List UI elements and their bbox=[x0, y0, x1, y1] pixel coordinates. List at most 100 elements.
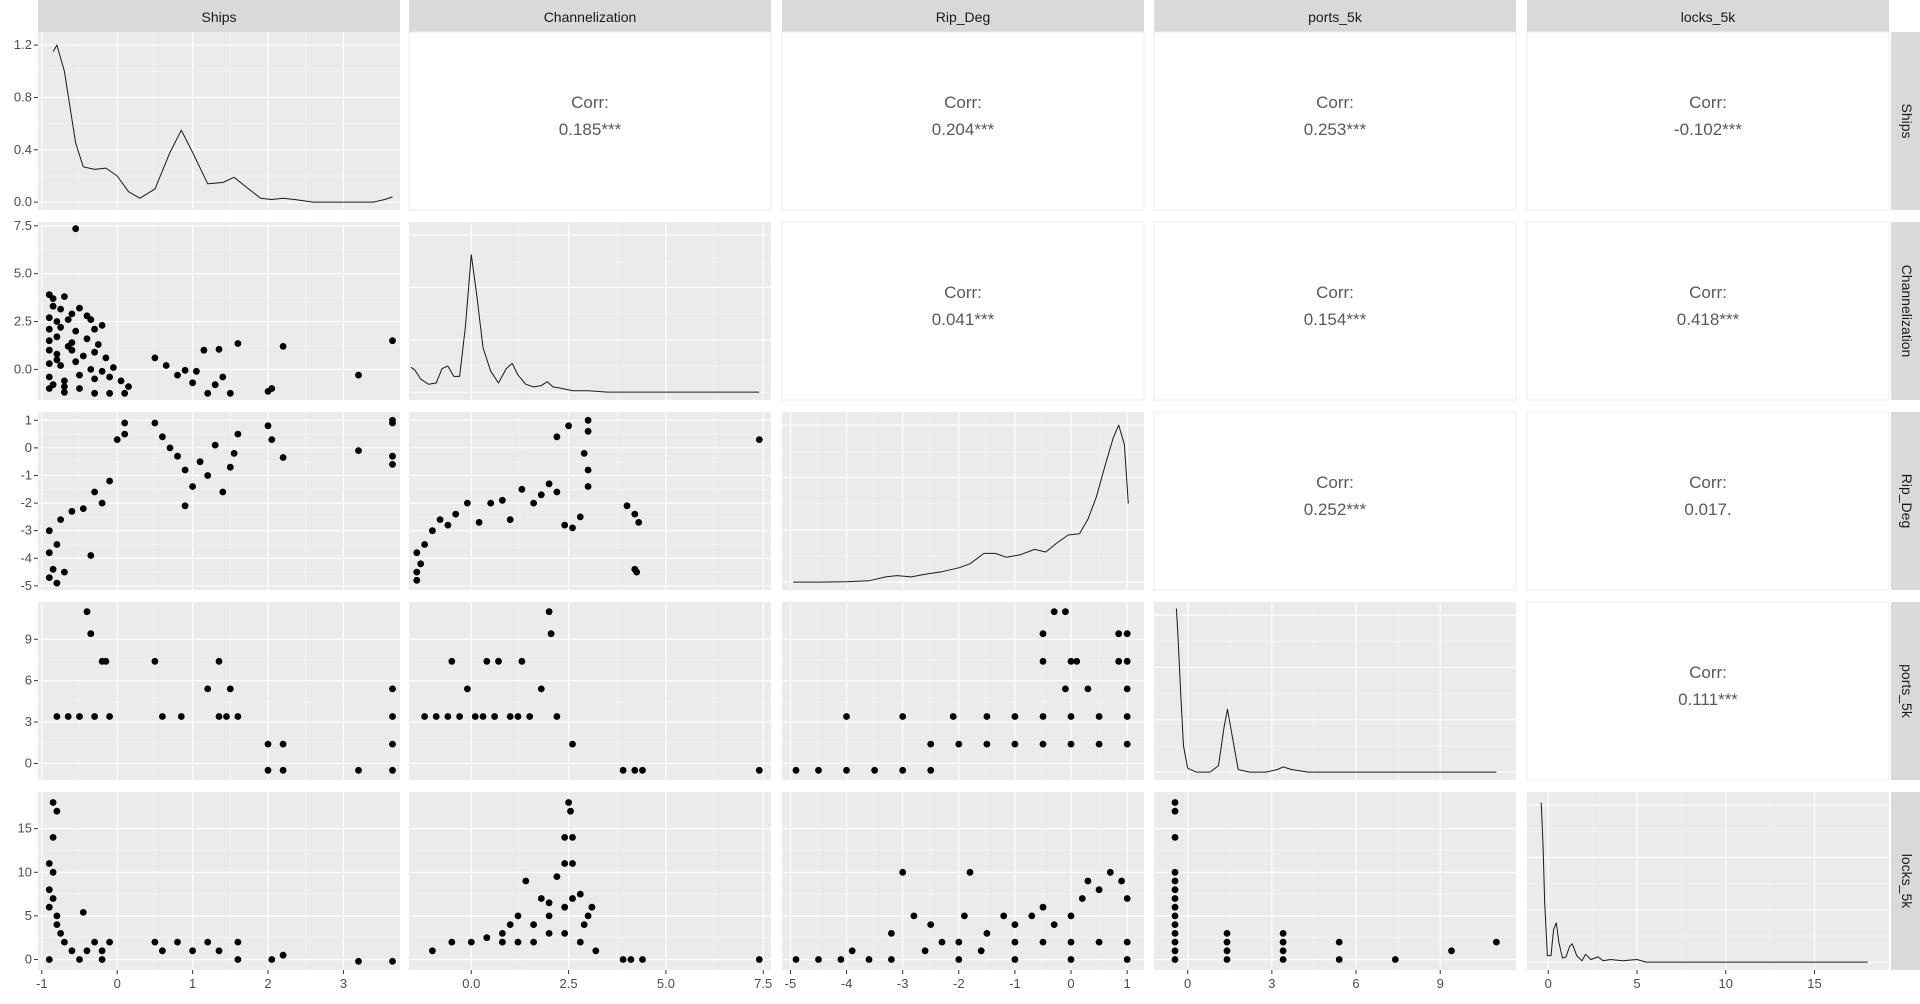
x-tick-label-ports-5k: 6 bbox=[1352, 976, 1359, 991]
scatter-point bbox=[1171, 807, 1179, 815]
scatter-point bbox=[1391, 956, 1399, 963]
scatter-point bbox=[79, 352, 87, 360]
scatter-point bbox=[49, 302, 57, 310]
x-tick-label-channelization: 5.0 bbox=[657, 976, 675, 991]
y-tick-label-rip-deg: -4 bbox=[20, 550, 32, 565]
scatter-point bbox=[94, 341, 102, 348]
scatter-point bbox=[545, 480, 553, 488]
scatter-point bbox=[76, 713, 83, 720]
scatter-point bbox=[57, 516, 64, 523]
density-curve-locks-5k bbox=[1540, 802, 1868, 963]
scatter-point bbox=[464, 685, 471, 693]
x-tick-label-locks-5k: 10 bbox=[1719, 976, 1733, 991]
scatter-point bbox=[483, 934, 491, 942]
scatter-point bbox=[83, 947, 91, 955]
scatter-point bbox=[843, 713, 850, 720]
panel-ports-5k-channelization bbox=[409, 602, 771, 780]
scatter-point bbox=[196, 458, 204, 466]
panel-rip-deg-rip-deg bbox=[782, 412, 1144, 590]
y-tick-label-ports-5k: 0 bbox=[25, 755, 32, 770]
scatter-point bbox=[452, 510, 460, 518]
scatter-point bbox=[45, 337, 53, 345]
scatter-point bbox=[1123, 685, 1131, 693]
scatter-point bbox=[181, 466, 189, 474]
scatter-point bbox=[219, 373, 227, 381]
row-strip-label-ports-5k: ports_5k bbox=[1899, 664, 1915, 719]
scatter-point bbox=[193, 367, 200, 375]
scatter-point bbox=[389, 713, 396, 720]
y-tick-label-rip-deg: -5 bbox=[20, 578, 32, 593]
scatter-point bbox=[61, 938, 68, 946]
scatter-point bbox=[68, 310, 76, 318]
panel-locks-5k-ships bbox=[38, 792, 400, 970]
scatter-point bbox=[45, 956, 53, 963]
scatter-point bbox=[1073, 657, 1081, 665]
scatter-point bbox=[83, 335, 91, 343]
scatter-point bbox=[514, 713, 522, 720]
x-tick-label-channelization: 0.0 bbox=[462, 976, 480, 991]
column-strip-label-locks-5k: locks_5k bbox=[1681, 9, 1736, 25]
corr-label-ships-rip-deg: Corr: bbox=[944, 93, 982, 112]
scatter-point bbox=[181, 366, 189, 374]
density-curve-ports-5k bbox=[1175, 608, 1497, 773]
scatter-point bbox=[226, 389, 234, 397]
scatter-point bbox=[530, 921, 537, 928]
x-tick-label-ships: -1 bbox=[36, 976, 48, 991]
scatter-point bbox=[1011, 938, 1019, 946]
scatter-point bbox=[159, 713, 166, 720]
scatter-point bbox=[955, 740, 963, 748]
scatter-point bbox=[553, 713, 561, 720]
scatter-point bbox=[72, 225, 80, 233]
scatter-point bbox=[633, 568, 641, 576]
scatter-point bbox=[1123, 740, 1131, 748]
scatter-point bbox=[102, 354, 110, 362]
scatter-point bbox=[483, 657, 491, 665]
scatter-point bbox=[553, 433, 561, 441]
scatter-point bbox=[1279, 956, 1287, 963]
x-tick-label-ports-5k: 9 bbox=[1437, 976, 1444, 991]
corr-label-ports-5k-locks-5k: Corr: bbox=[1689, 663, 1727, 682]
scatter-point bbox=[189, 483, 197, 490]
density-curve-rip-deg bbox=[793, 424, 1129, 583]
scatter-point bbox=[389, 461, 396, 468]
scatter-point bbox=[87, 316, 95, 323]
scatter-point bbox=[264, 766, 272, 774]
scatter-point bbox=[1000, 912, 1008, 920]
scatter-point bbox=[45, 574, 53, 581]
scatter-point bbox=[584, 416, 592, 424]
panel-ports-5k-ports-5k bbox=[1154, 602, 1516, 780]
scatter-point bbox=[151, 938, 159, 946]
scatter-point bbox=[421, 541, 428, 548]
scatter-point bbox=[219, 488, 227, 496]
y-tick-label-ships: 0.8 bbox=[14, 89, 32, 104]
corr-value-channelization-locks-5k: 0.418*** bbox=[1677, 310, 1740, 329]
x-tick-label-locks-5k: 15 bbox=[1807, 976, 1821, 991]
scatter-point bbox=[413, 576, 421, 584]
scatter-point bbox=[211, 441, 219, 449]
scatter-point bbox=[174, 371, 181, 379]
row-strip-label-rip-deg: Rip_Deg bbox=[1899, 474, 1915, 528]
scatter-point bbox=[755, 956, 763, 963]
scatter-point bbox=[815, 956, 822, 963]
scatter-point bbox=[1095, 740, 1103, 748]
scatter-point bbox=[1039, 630, 1047, 638]
scatter-point bbox=[98, 947, 106, 955]
scatter-point bbox=[565, 422, 572, 430]
scatter-point bbox=[49, 381, 57, 389]
scatter-point bbox=[106, 477, 113, 485]
scatter-point bbox=[1123, 895, 1131, 902]
scatter-point bbox=[125, 383, 132, 390]
x-tick-label-locks-5k: 5 bbox=[1633, 976, 1640, 991]
scatter-point bbox=[631, 766, 639, 774]
scatter-point bbox=[57, 323, 64, 331]
scatter-point bbox=[1171, 868, 1179, 876]
x-tick-label-channelization: 2.5 bbox=[560, 976, 578, 991]
scatter-point bbox=[162, 362, 170, 369]
scatter-point bbox=[639, 956, 646, 963]
scatter-point bbox=[61, 293, 68, 300]
panel-channelization-ships bbox=[38, 222, 400, 400]
scatter-point bbox=[45, 886, 53, 894]
scatter-point bbox=[234, 938, 242, 946]
scatter-point bbox=[1279, 938, 1287, 946]
